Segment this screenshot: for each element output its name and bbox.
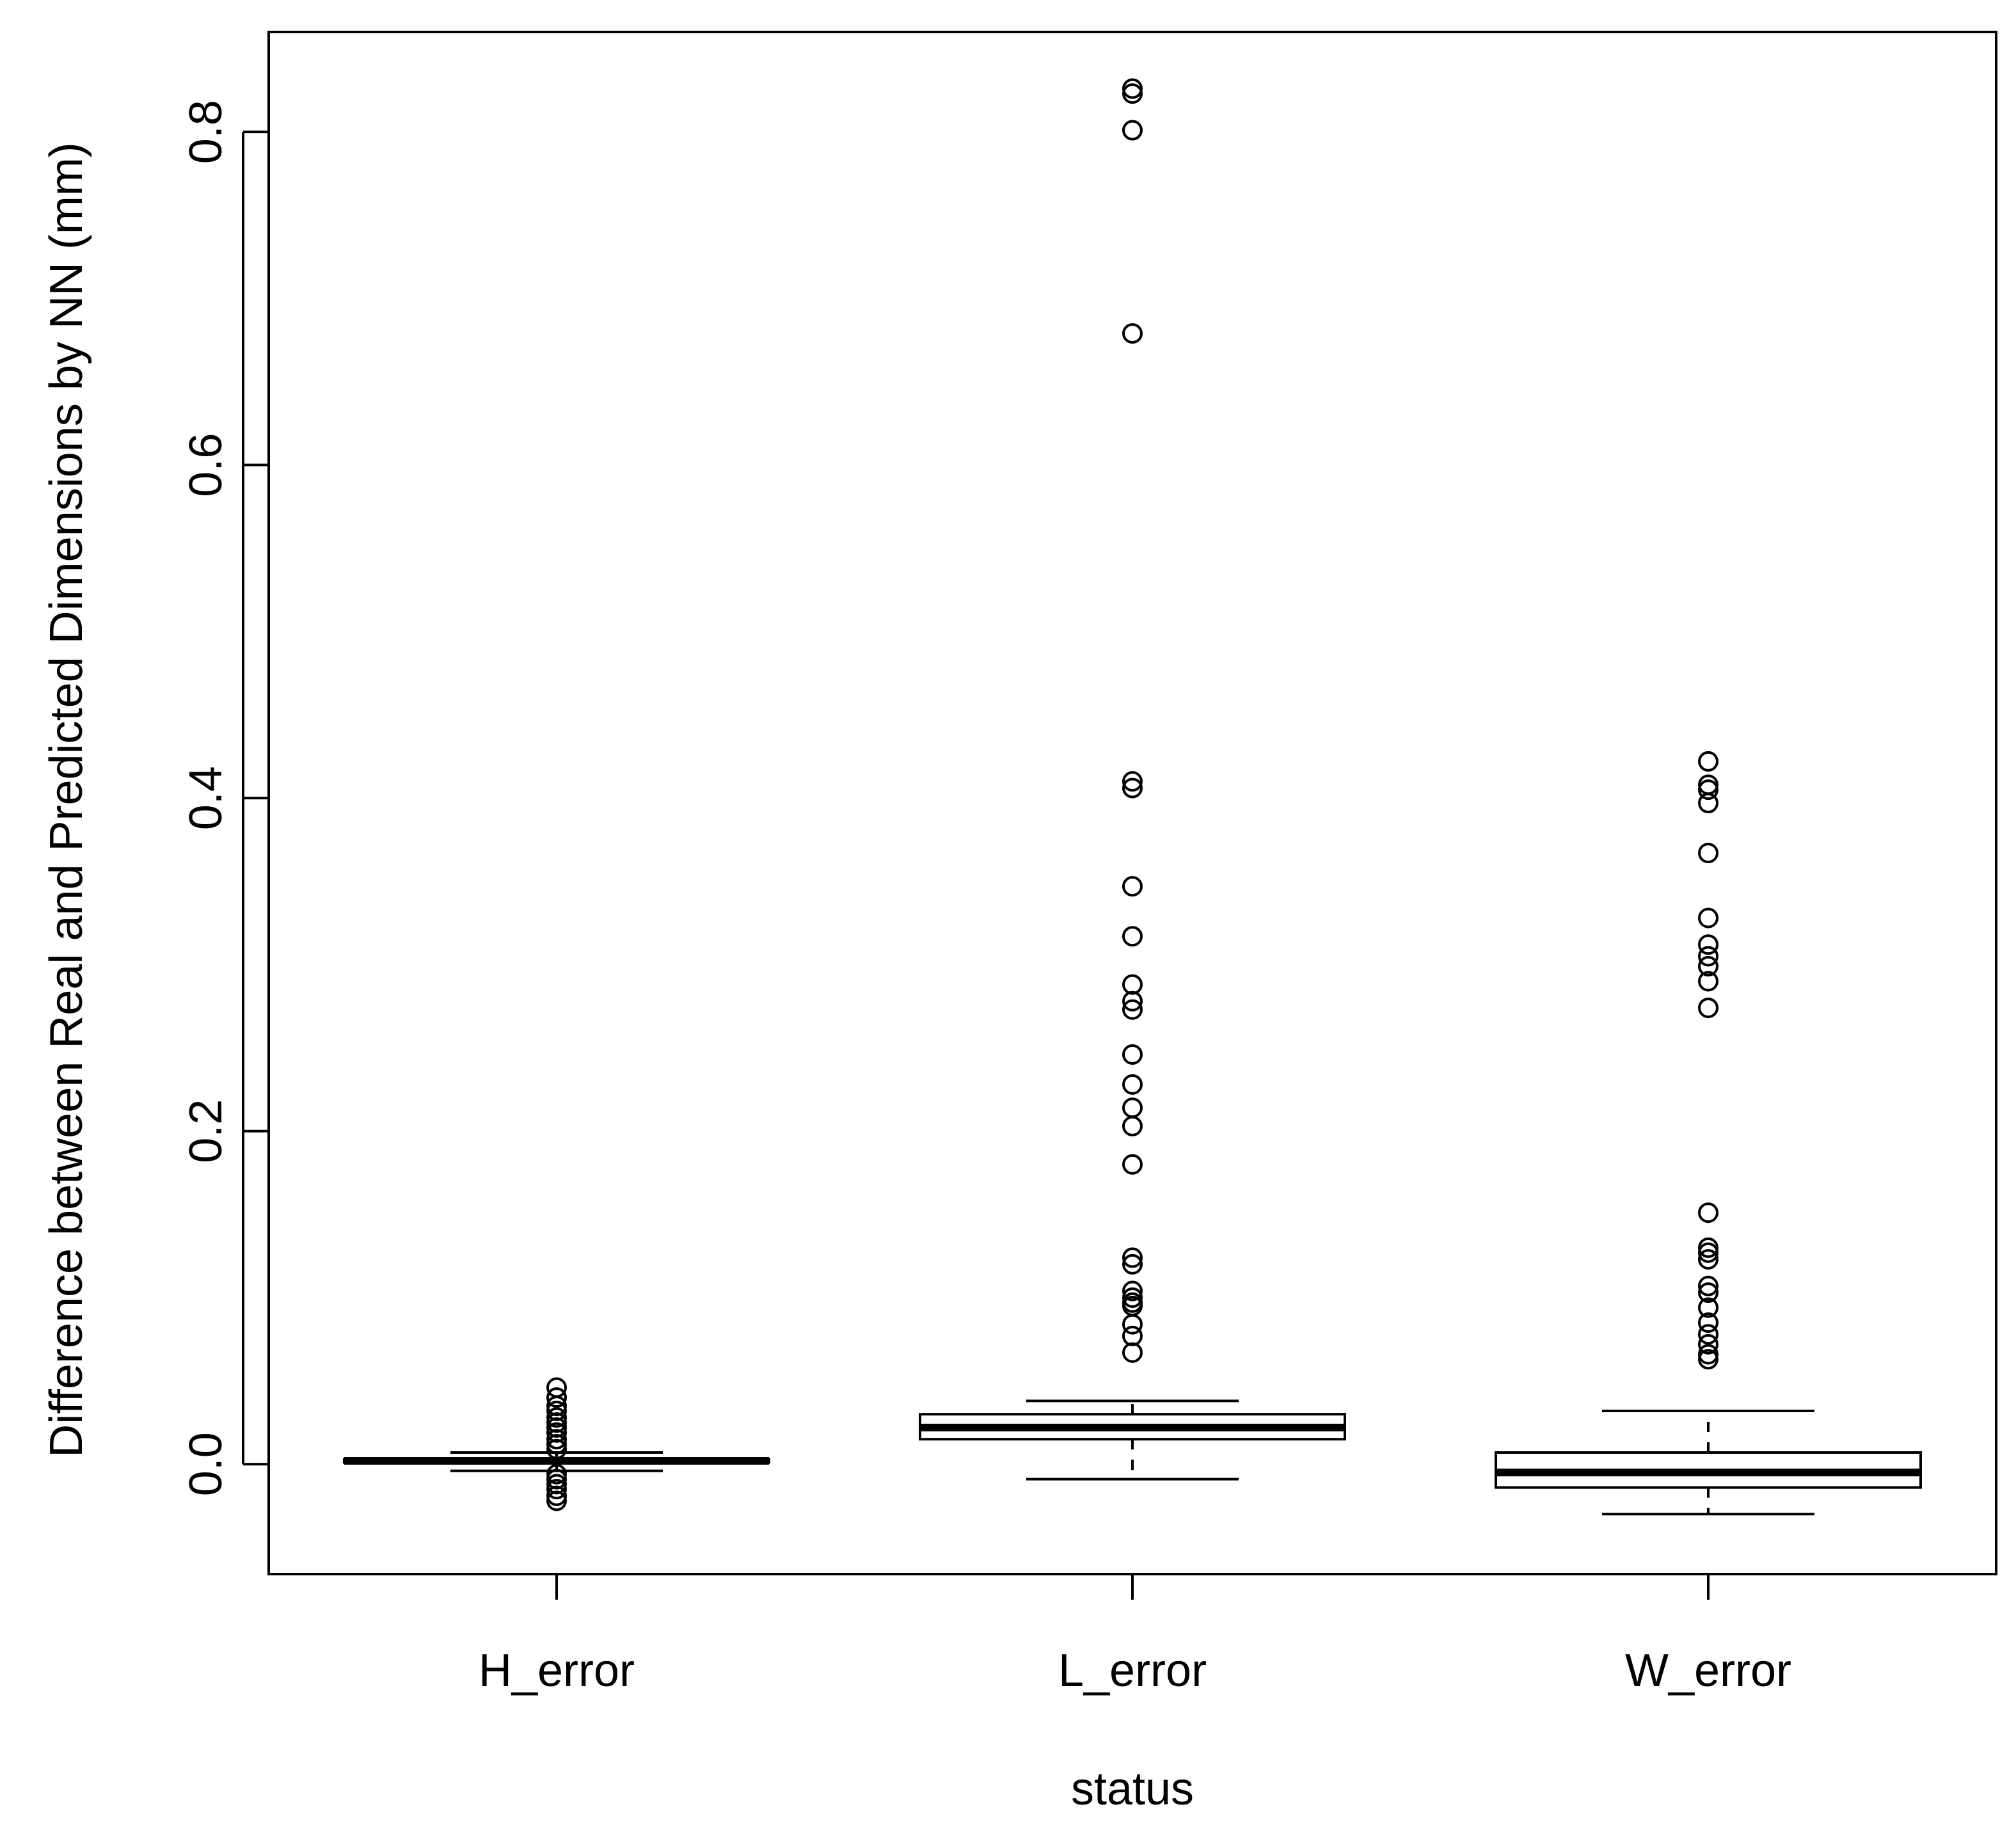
outlier-point — [1698, 971, 1718, 992]
x-tick-label: L_error — [1058, 1645, 1207, 1696]
y-tick-label: 0.6 — [180, 433, 232, 497]
box-group-L_error — [919, 1399, 1346, 1481]
outliers-layer — [546, 78, 1718, 1511]
outlier-point — [1698, 1333, 1718, 1355]
y-axis-label: Difference between Real and Predicted Di… — [41, 142, 92, 1458]
outlier-point — [1698, 1237, 1718, 1258]
outlier-point — [546, 1485, 567, 1506]
outlier-point — [1698, 1324, 1718, 1345]
y-tick-label: 0.0 — [180, 1432, 232, 1496]
outlier-point — [1122, 1287, 1143, 1308]
y-tick-label: 0.4 — [180, 766, 232, 830]
x-axis: H_error L_error W_error — [479, 1573, 1791, 1696]
outlier-point — [1698, 998, 1718, 1019]
outlier-point — [1122, 1044, 1143, 1065]
outlier-point — [546, 1479, 567, 1500]
outlier-point — [1122, 1314, 1143, 1335]
outlier-point — [1122, 1115, 1143, 1136]
outlier-point — [1698, 843, 1718, 864]
outlier-point — [1698, 751, 1718, 772]
outlier-point — [1122, 1254, 1143, 1275]
outlier-point — [1698, 1275, 1718, 1296]
outlier-point — [1122, 771, 1143, 792]
outlier-point — [1698, 1349, 1718, 1370]
y-tick-label: 0.8 — [180, 100, 232, 164]
outlier-point — [1122, 83, 1143, 104]
outlier-point — [546, 1438, 567, 1460]
box-group-W_error — [1495, 1409, 1922, 1516]
outlier-point — [1698, 1249, 1718, 1270]
x-axis-label: status — [1071, 1763, 1194, 1815]
outlier-point — [1122, 78, 1143, 99]
outlier-point — [1122, 323, 1143, 344]
outlier-point — [1698, 956, 1718, 977]
x-tick-label: W_error — [1625, 1645, 1791, 1696]
outlier-point — [546, 1429, 567, 1450]
outlier-point — [1698, 946, 1718, 967]
outlier-point — [1122, 1247, 1143, 1268]
boxes-layer — [343, 1399, 1922, 1516]
outlier-point — [1698, 1242, 1718, 1263]
outlier-point — [1122, 777, 1143, 799]
outlier-point — [1122, 1280, 1143, 1302]
outlier-point — [1122, 1154, 1143, 1175]
outlier-point — [1122, 999, 1143, 1020]
outlier-point — [1122, 120, 1143, 141]
x-tick-label: H_error — [479, 1645, 635, 1696]
outlier-point — [546, 1407, 567, 1428]
outlier-point — [1698, 1202, 1718, 1223]
outlier-point — [546, 1387, 567, 1408]
outlier-point — [1122, 1074, 1143, 1095]
outlier-point — [1698, 1297, 1718, 1318]
outlier-point — [1122, 876, 1143, 897]
outlier-point — [546, 1433, 567, 1454]
outlier-point — [1698, 907, 1718, 928]
y-tick-label: 0.2 — [180, 1099, 232, 1163]
outlier-point — [1122, 1342, 1143, 1363]
outlier-point — [1698, 793, 1718, 813]
y-axis: 0.0 0.2 0.4 0.6 0.8 — [180, 100, 269, 1496]
outlier-point — [1698, 779, 1718, 800]
outlier-point — [1698, 1282, 1718, 1303]
outlier-point — [1698, 934, 1718, 955]
outlier-point — [1698, 1312, 1718, 1333]
outlier-point — [1122, 926, 1143, 947]
outlier-point — [1698, 1344, 1718, 1365]
outlier-point — [1122, 991, 1143, 1012]
outlier-point — [546, 1463, 567, 1485]
outlier-point — [546, 1490, 567, 1511]
